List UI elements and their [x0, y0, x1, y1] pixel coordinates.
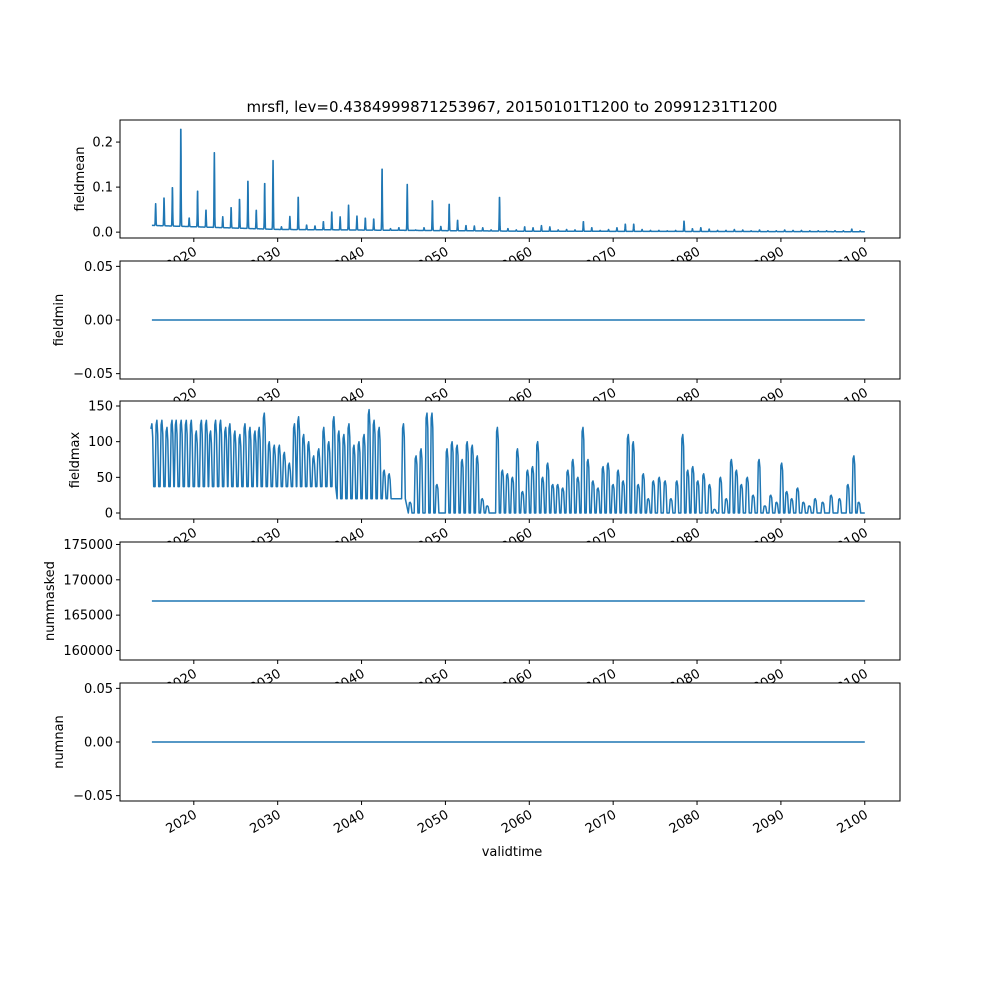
y-axis-label: fieldmax — [68, 432, 83, 489]
y-tick-label: −0.05 — [73, 789, 113, 804]
fieldmean-series-line — [151, 128, 866, 233]
y-tick-label: 0.00 — [84, 314, 113, 329]
y-axis-label: nummasked — [43, 561, 58, 641]
fieldmax-series-line — [150, 408, 865, 514]
y-tick-label: 0.2 — [92, 136, 113, 151]
y-tick-label: 160000 — [63, 644, 113, 659]
chart-title: mrsfl, lev=0.4384999871253967, 20150101T… — [247, 98, 778, 116]
y-axis-label: fieldmean — [73, 147, 88, 212]
axes-background — [120, 120, 900, 238]
y-tick-label: 50 — [96, 471, 113, 486]
y-tick-label: 100 — [88, 435, 113, 450]
y-tick-label: 0 — [105, 507, 113, 522]
y-axis-label: fieldmin — [52, 294, 67, 347]
y-tick-label: 0.05 — [84, 260, 113, 275]
y-tick-label: 0.0 — [92, 226, 113, 241]
y-tick-label: 0.00 — [84, 736, 113, 751]
axes-frame — [119, 400, 901, 520]
y-tick-label: 175000 — [63, 538, 113, 553]
y-tick-label: 0.1 — [92, 181, 113, 196]
y-tick-label: 165000 — [63, 609, 113, 624]
y-tick-label: −0.05 — [73, 367, 113, 382]
y-tick-label: 150 — [88, 399, 113, 414]
y-axis-label: numnan — [52, 715, 67, 769]
y-tick-label: 170000 — [63, 573, 113, 588]
y-tick-label: 0.05 — [84, 682, 113, 697]
x-axis-label: validtime — [482, 845, 543, 860]
axes-frame — [119, 119, 901, 239]
axes-frame — [119, 541, 901, 661]
